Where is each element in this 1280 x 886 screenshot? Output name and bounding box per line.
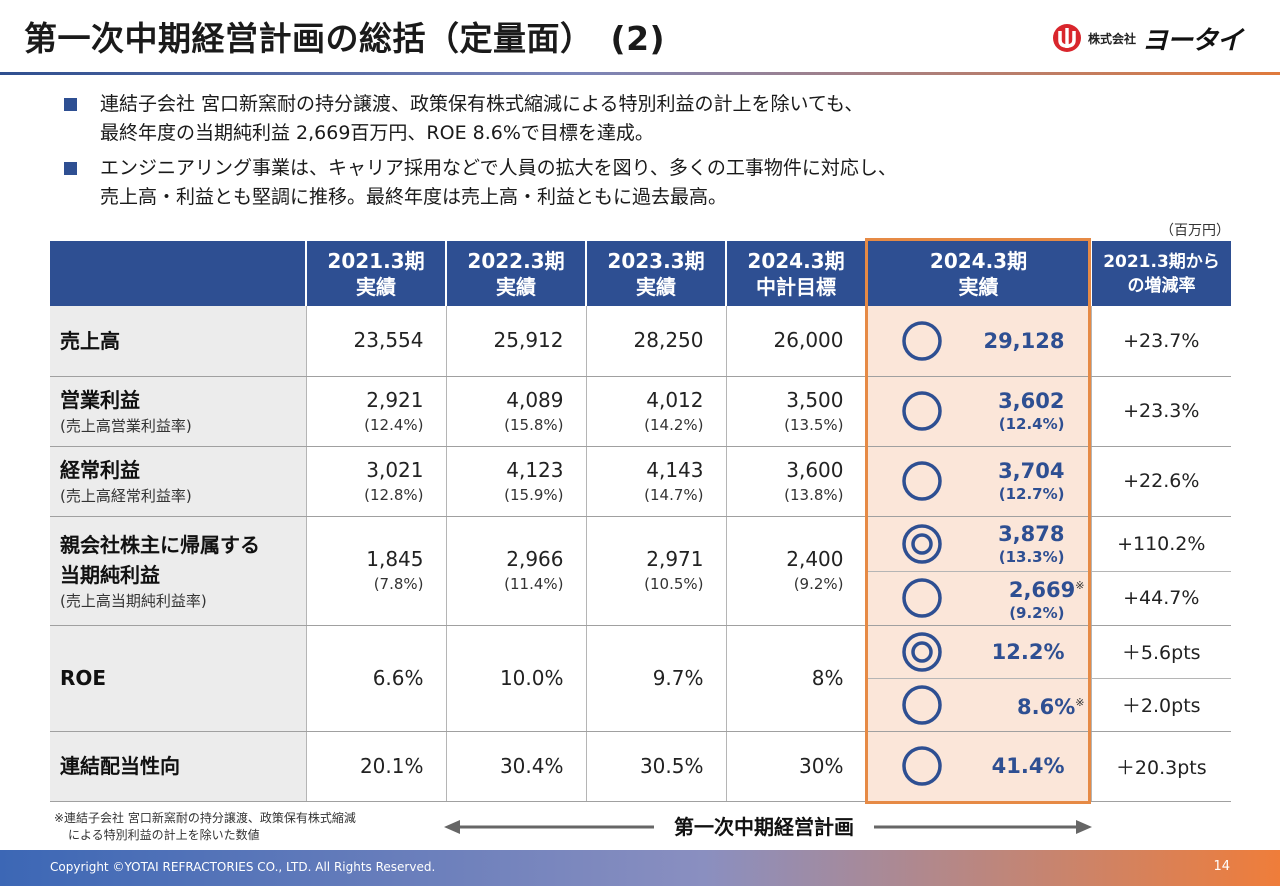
result-cell: 12.2% <box>865 625 1091 679</box>
logo-company-prefix: 株式会社 <box>1088 31 1137 46</box>
table-cell: 8% <box>725 625 866 732</box>
table-cell: 3,021 (12.8%) <box>305 446 446 517</box>
table-cell: 3,500 (13.5%) <box>725 376 866 447</box>
circle-achieved-icon <box>901 391 942 431</box>
bullet-text-line: 最終年度の当期純利益 2,669百万円、ROE 8.6%で目標を達成。 <box>100 122 654 144</box>
header-fy2024-target: 2024.3期 中計目標 <box>725 241 866 306</box>
row-label: 経常利益 (売上高経常利益率) <box>50 446 306 517</box>
circle-achieved-icon <box>901 321 942 361</box>
result-cell: 3,878 (13.3%) <box>865 516 1091 572</box>
result-cell: 8.6%※ <box>865 678 1091 732</box>
table-row-roe: ROE 6.6% 10.0% 9.7% 8% 12.2% ＋5.6pts <box>50 625 1231 732</box>
table-cell: 2,966 (11.4%) <box>445 516 586 626</box>
change-cell: ＋2.0pts <box>1090 678 1231 732</box>
table-cell: 3,600 (13.8%) <box>725 446 866 517</box>
change-cell: +23.7% <box>1090 306 1231 377</box>
table-row-sales: 売上高 23,554 25,912 28,250 26,000 29,128 +… <box>50 306 1231 377</box>
circle-achieved-icon <box>901 461 942 501</box>
table-cell: 2,971 (10.5%) <box>585 516 726 626</box>
table-cell: 10.0% <box>445 625 586 732</box>
change-cell: ＋5.6pts <box>1090 625 1231 679</box>
table-cell: 2,921 (12.4%) <box>305 376 446 447</box>
header-fy2022: 2022.3期 実績 <box>445 241 586 306</box>
table-row-net-income: 親会社株主に帰属する 当期純利益 (売上高当期純利益率) 1,845 (7.8%)… <box>50 516 1231 626</box>
header-change-rate: 2021.3期から の増減率 <box>1090 241 1231 306</box>
table-cell: 23,554 <box>305 306 446 377</box>
result-cell: 29,128 <box>865 306 1091 377</box>
table-cell: 4,012 (14.2%) <box>585 376 726 447</box>
change-cell: +44.7% <box>1090 571 1231 626</box>
table-cell: 25,912 <box>445 306 586 377</box>
note-mark: ※ <box>1075 695 1085 709</box>
header-blank <box>50 241 306 306</box>
circle-achieved-icon <box>901 684 942 725</box>
row-label: 営業利益 (売上高営業利益率) <box>50 376 306 447</box>
table-cell: 4,143 (14.7%) <box>585 446 726 517</box>
result-cell: 41.4% <box>865 731 1091 802</box>
bullet-text-line: エンジニアリング事業は、キャリア採用などで人員の拡大を図り、多くの工事物件に対応… <box>100 157 897 179</box>
row-label: ROE <box>50 625 306 732</box>
row-label: 連結配当性向 <box>50 731 306 802</box>
plan-period-indicator: 第一次中期経営計画 <box>444 812 1092 842</box>
table-cell: 9.7% <box>585 625 726 732</box>
result-cell: 3,602 (12.4%) <box>865 376 1091 447</box>
footer-bar: Copyright ©YOTAI REFRACTORIES CO., LTD. … <box>0 850 1280 886</box>
financial-summary-table: 2021.3期 実績 2022.3期 実績 2023.3期 実績 2024.3期 中計目… <box>50 241 1231 802</box>
table-row-net-income-adjusted: 2,669※ (9.2%) +44.7% <box>50 571 1231 626</box>
table-row-ordinary-profit: 経常利益 (売上高経常利益率) 3,021 (12.8%) 4,123 (15.9%)… <box>50 446 1231 517</box>
table-cell: 4,089 (15.8%) <box>445 376 586 447</box>
table-cell: 30% <box>725 731 866 802</box>
table-cell: 26,000 <box>725 306 866 377</box>
double-circle-achieved-icon <box>901 523 942 564</box>
header-fy2024-result: 2024.3期 実績 <box>865 241 1091 306</box>
circle-achieved-icon <box>901 578 942 618</box>
copyright-text: Copyright ©YOTAI REFRACTORIES CO., LTD. … <box>50 860 436 874</box>
bullet-text-line: 売上高・利益とも堅調に推移。最終年度は売上高・利益ともに過去最高。 <box>100 186 728 208</box>
table-cell: 4,123 (15.9%) <box>445 446 586 517</box>
table-cell: 6.6% <box>305 625 446 732</box>
change-cell: +22.6% <box>1090 446 1231 517</box>
page-title: 第一次中期経営計画の総括（定量面） (2) <box>24 19 666 58</box>
page-number: 14 <box>1213 859 1230 874</box>
note-mark: ※ <box>1075 579 1085 592</box>
summary-bullets: 連結子会社 宮口新窯耐の持分譲渡、政策保有株式縮減による特別利益の計上を除いても… <box>62 90 1242 218</box>
footnote: ※連結子会社 宮口新窯耐の持分譲渡、政策保有株式縮減 による特別利益の計上を除い… <box>54 811 356 842</box>
bullet-text-line: 連結子会社 宮口新窯耐の持分譲渡、政策保有株式縮減による特別利益の計上を除いても… <box>100 93 864 115</box>
change-cell: ＋20.3pts <box>1090 731 1231 802</box>
table-cell: 30.5% <box>585 731 726 802</box>
table-cell: 1,845 (7.8%) <box>305 516 446 626</box>
table-header-row: 2021.3期 実績 2022.3期 実績 2023.3期 実績 2024.3期 中計目… <box>50 241 1231 306</box>
row-label: 親会社株主に帰属する 当期純利益 (売上高当期純利益率) <box>50 516 306 626</box>
result-cell: 2,669※ (9.2%) <box>865 571 1091 626</box>
table-row-roe-adjusted: 8.6%※ ＋2.0pts <box>50 678 1231 732</box>
circle-achieved-icon <box>901 746 942 786</box>
double-circle-achieved-icon <box>901 631 942 672</box>
row-label: 売上高 <box>50 306 306 377</box>
bullet-square-icon <box>64 98 77 111</box>
header-fy2023: 2023.3期 実績 <box>585 241 726 306</box>
result-cell: 3,704 (12.7%) <box>865 446 1091 517</box>
yotai-logo-icon <box>1053 24 1081 52</box>
table-row-payout-ratio: 連結配当性向 20.1% 30.4% 30.5% 30% 41.4% ＋20.3… <box>50 731 1231 802</box>
plan-label: 第一次中期経営計画 <box>654 812 874 842</box>
change-cell: +23.3% <box>1090 376 1231 447</box>
unit-label: （百万円） <box>1160 223 1230 239</box>
table-cell: 28,250 <box>585 306 726 377</box>
change-cell: +110.2% <box>1090 516 1231 572</box>
table-cell: 20.1% <box>305 731 446 802</box>
bullet-item: エンジニアリング事業は、キャリア採用などで人員の拡大を図り、多くの工事物件に対応… <box>62 154 1242 212</box>
bullet-item: 連結子会社 宮口新窯耐の持分譲渡、政策保有株式縮減による特別利益の計上を除いても… <box>62 90 1242 148</box>
bullet-square-icon <box>64 162 77 175</box>
header-fy2021: 2021.3期 実績 <box>305 241 446 306</box>
logo-wordmark: ヨータイ <box>1142 25 1243 56</box>
company-logo: 株式会社 ヨータイ <box>1052 20 1243 56</box>
table-cell: 2,400 (9.2%) <box>725 516 866 626</box>
table-row-operating-profit: 営業利益 (売上高営業利益率) 2,921 (12.4%) 4,089 (15.8%)… <box>50 376 1231 447</box>
title-underline <box>0 72 1280 75</box>
table-cell: 30.4% <box>445 731 586 802</box>
